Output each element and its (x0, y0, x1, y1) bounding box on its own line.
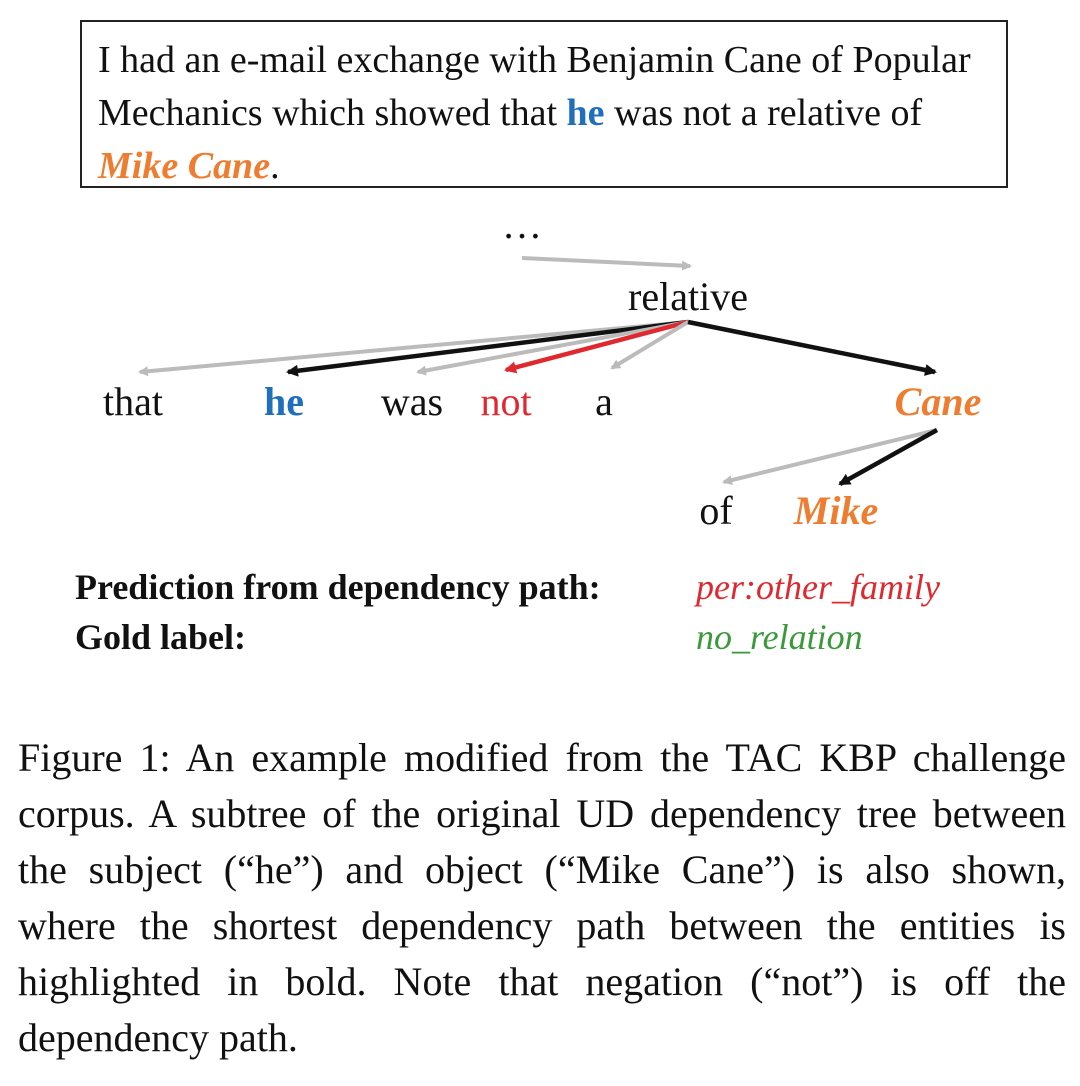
sentence-text-end: . (270, 145, 280, 187)
token-of: of (699, 488, 733, 533)
root-token-relative: relative (628, 274, 748, 319)
edge-cane-of (722, 428, 938, 485)
token-a: a (595, 379, 613, 424)
token-mike: Mike (793, 488, 878, 533)
ellipsis-token: … (502, 202, 542, 247)
token-he: he (264, 379, 304, 424)
dependency-tree: … relative that he was not a Cane of Mik… (103, 202, 982, 533)
edge-relative-cane (687, 319, 937, 376)
edge-relative-not (504, 319, 689, 374)
sentence-text-start: I had an e-mail exchange with Benjamin C… (98, 39, 971, 134)
figure-caption: Figure 1: An example modified from the T… (18, 735, 1066, 1060)
gold-label: Gold label: (75, 617, 247, 657)
subject-entity: he (566, 92, 605, 134)
edge-cane-mike (838, 428, 939, 486)
edge-relative-he (286, 319, 689, 377)
edge-ellipsis-relative (521, 256, 692, 271)
object-entity: Mike Cane (98, 145, 271, 187)
token-cane: Cane (895, 379, 982, 424)
prediction-value: per:other_family (696, 567, 940, 607)
sentence-box: I had an e-mail exchange with Benjamin C… (80, 20, 1008, 188)
edge-relative-a (610, 320, 690, 370)
token-not: not (480, 379, 531, 424)
gold-value: no_relation (696, 617, 863, 657)
sentence-text-middle: was not a relative of (604, 92, 923, 134)
edge-relative-that (138, 320, 689, 377)
prediction-label: Prediction from dependency path: (75, 567, 601, 607)
edge-relative-was (416, 320, 689, 376)
token-was: was (381, 379, 443, 424)
token-that: that (103, 379, 163, 424)
